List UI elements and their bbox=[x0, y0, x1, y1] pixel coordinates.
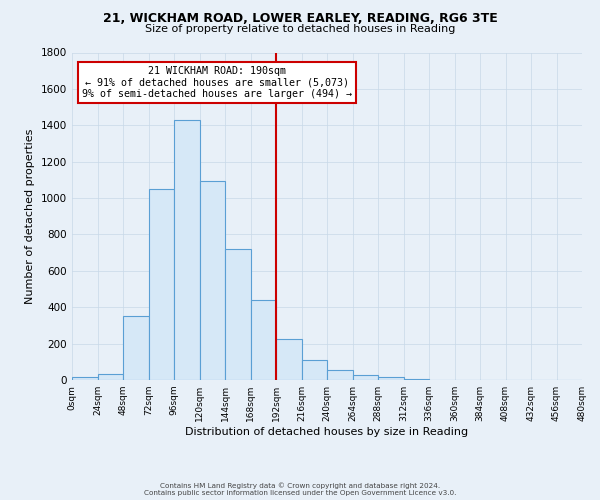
Text: Size of property relative to detached houses in Reading: Size of property relative to detached ho… bbox=[145, 24, 455, 34]
Bar bbox=[225, 249, 251, 380]
Bar bbox=[174, 120, 199, 380]
Bar bbox=[378, 378, 404, 380]
Bar bbox=[149, 189, 174, 380]
Bar bbox=[72, 378, 97, 380]
Bar bbox=[276, 339, 302, 380]
Bar bbox=[251, 300, 276, 380]
Bar bbox=[97, 374, 123, 380]
Text: 21 WICKHAM ROAD: 190sqm
← 91% of detached houses are smaller (5,073)
9% of semi-: 21 WICKHAM ROAD: 190sqm ← 91% of detache… bbox=[82, 66, 352, 99]
Text: Contains public sector information licensed under the Open Government Licence v3: Contains public sector information licen… bbox=[144, 490, 456, 496]
Text: 21, WICKHAM ROAD, LOWER EARLEY, READING, RG6 3TE: 21, WICKHAM ROAD, LOWER EARLEY, READING,… bbox=[103, 12, 497, 26]
Bar bbox=[302, 360, 327, 380]
Bar bbox=[327, 370, 353, 380]
X-axis label: Distribution of detached houses by size in Reading: Distribution of detached houses by size … bbox=[185, 427, 469, 437]
Bar bbox=[404, 379, 429, 380]
Bar bbox=[123, 316, 149, 380]
Text: Contains HM Land Registry data © Crown copyright and database right 2024.: Contains HM Land Registry data © Crown c… bbox=[160, 482, 440, 489]
Bar bbox=[353, 376, 378, 380]
Bar bbox=[199, 181, 225, 380]
Y-axis label: Number of detached properties: Number of detached properties bbox=[25, 128, 35, 304]
